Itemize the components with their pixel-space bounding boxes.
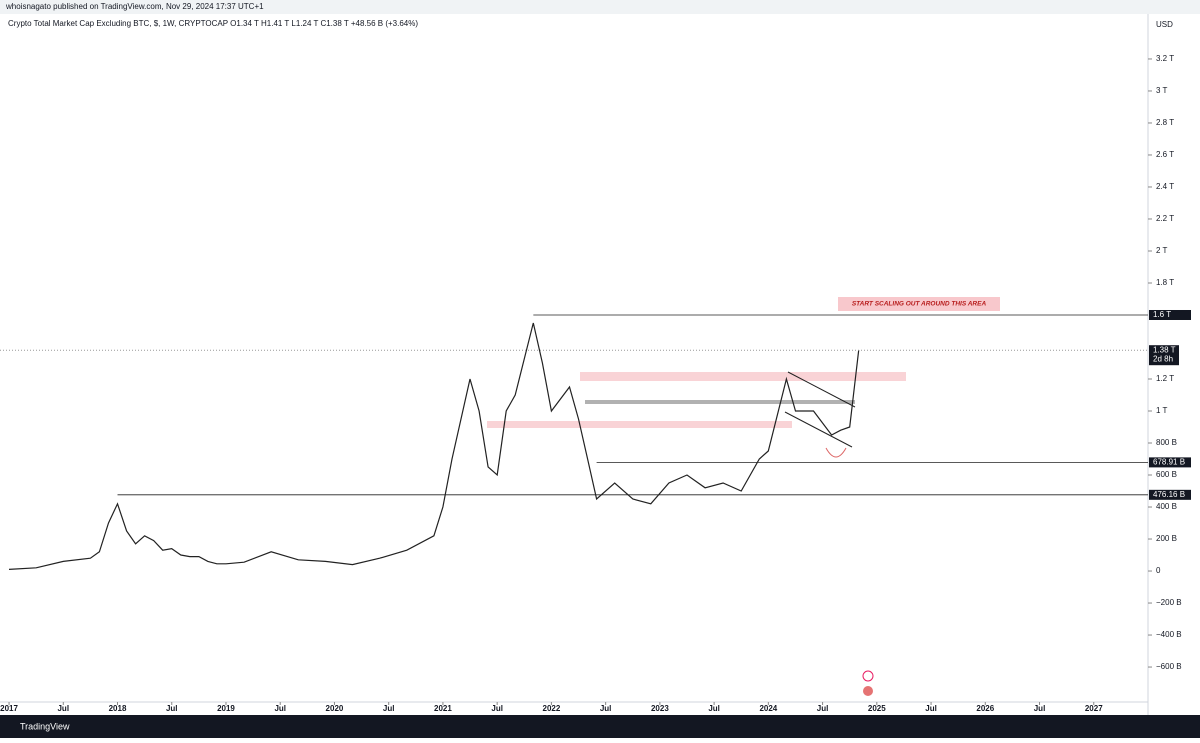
level-label: 476.16 B xyxy=(1153,490,1185,499)
zone xyxy=(585,400,855,404)
y-unit: USD xyxy=(1156,20,1173,29)
y-tick-label: 3 T xyxy=(1156,86,1168,95)
x-tick-label: Jul xyxy=(708,704,720,713)
y-tick-label: −400 B xyxy=(1156,630,1182,639)
level-label: 678.91 B xyxy=(1153,457,1185,466)
y-tick-label: −600 B xyxy=(1156,662,1182,671)
y-tick-label: 600 B xyxy=(1156,470,1177,479)
footer: TradingView xyxy=(20,721,70,731)
x-tick-label: Jul xyxy=(1034,704,1046,713)
y-tick-label: 2.6 T xyxy=(1156,150,1174,159)
channel-line xyxy=(787,371,856,408)
icon xyxy=(863,686,873,696)
chart-title: Crypto Total Market Cap Excluding BTC, $… xyxy=(8,19,418,28)
zone xyxy=(580,372,906,381)
x-tick-label: 2027 xyxy=(1085,704,1103,713)
x-tick-label: 2024 xyxy=(759,704,777,713)
level-label-box xyxy=(1149,457,1191,468)
annotation-box xyxy=(838,297,1000,311)
y-tick-label: 200 B xyxy=(1156,534,1177,543)
x-tick-label: 2019 xyxy=(217,704,235,713)
x-tick-label: 2026 xyxy=(976,704,994,713)
y-tick-label: 2.2 T xyxy=(1156,214,1174,223)
y-tick-label: 1 T xyxy=(1156,406,1168,415)
publisher: whoisnagato published on TradingView.com… xyxy=(5,2,264,11)
icon xyxy=(862,670,874,682)
y-tick-label: 2 T xyxy=(1156,246,1168,255)
x-tick-label: 2020 xyxy=(326,704,344,713)
x-tick-label: Jul xyxy=(925,704,937,713)
x-tick-label: Jul xyxy=(57,704,69,713)
zone xyxy=(487,421,792,428)
last-price-label: 1.38 T xyxy=(1153,345,1176,354)
last-price-box xyxy=(1149,345,1179,366)
x-tick-label: Jul xyxy=(600,704,612,713)
x-tick-label: 2018 xyxy=(109,704,127,713)
y-tick-label: 1.8 T xyxy=(1156,278,1174,287)
level-label-box xyxy=(1149,309,1191,320)
x-tick-label: Jul xyxy=(817,704,829,713)
channel-line xyxy=(784,411,853,448)
footer-bar xyxy=(0,715,1200,738)
x-tick-label: Jul xyxy=(491,704,503,713)
x-tick-label: 2023 xyxy=(651,704,669,713)
y-tick-label: 400 B xyxy=(1156,502,1177,511)
curve xyxy=(825,447,847,458)
price-line xyxy=(8,322,860,570)
publisher-bar xyxy=(0,0,1200,14)
x-tick-label: Jul xyxy=(166,704,178,713)
x-tick-label: 2022 xyxy=(543,704,561,713)
annotation: START SCALING OUT AROUND THIS AREA xyxy=(852,301,987,308)
y-tick-label: 0 xyxy=(1156,566,1161,575)
y-tick-label: 3.2 T xyxy=(1156,54,1174,63)
y-tick-label: 1.2 T xyxy=(1156,374,1174,383)
level-label-box xyxy=(1149,489,1191,500)
y-tick-label: 800 B xyxy=(1156,438,1177,447)
y-tick-label: 2.4 T xyxy=(1156,182,1174,191)
countdown: 2d 8h xyxy=(1153,354,1173,363)
level-label: 1.6 T xyxy=(1153,310,1171,319)
x-tick-label: Jul xyxy=(383,704,395,713)
x-tick-label: 2021 xyxy=(434,704,452,713)
x-tick-label: Jul xyxy=(274,704,286,713)
y-tick-label: −200 B xyxy=(1156,598,1182,607)
y-tick-label: 2.8 T xyxy=(1156,118,1174,127)
x-tick-label: 2017 xyxy=(0,704,18,713)
x-tick-label: 2025 xyxy=(868,704,886,713)
